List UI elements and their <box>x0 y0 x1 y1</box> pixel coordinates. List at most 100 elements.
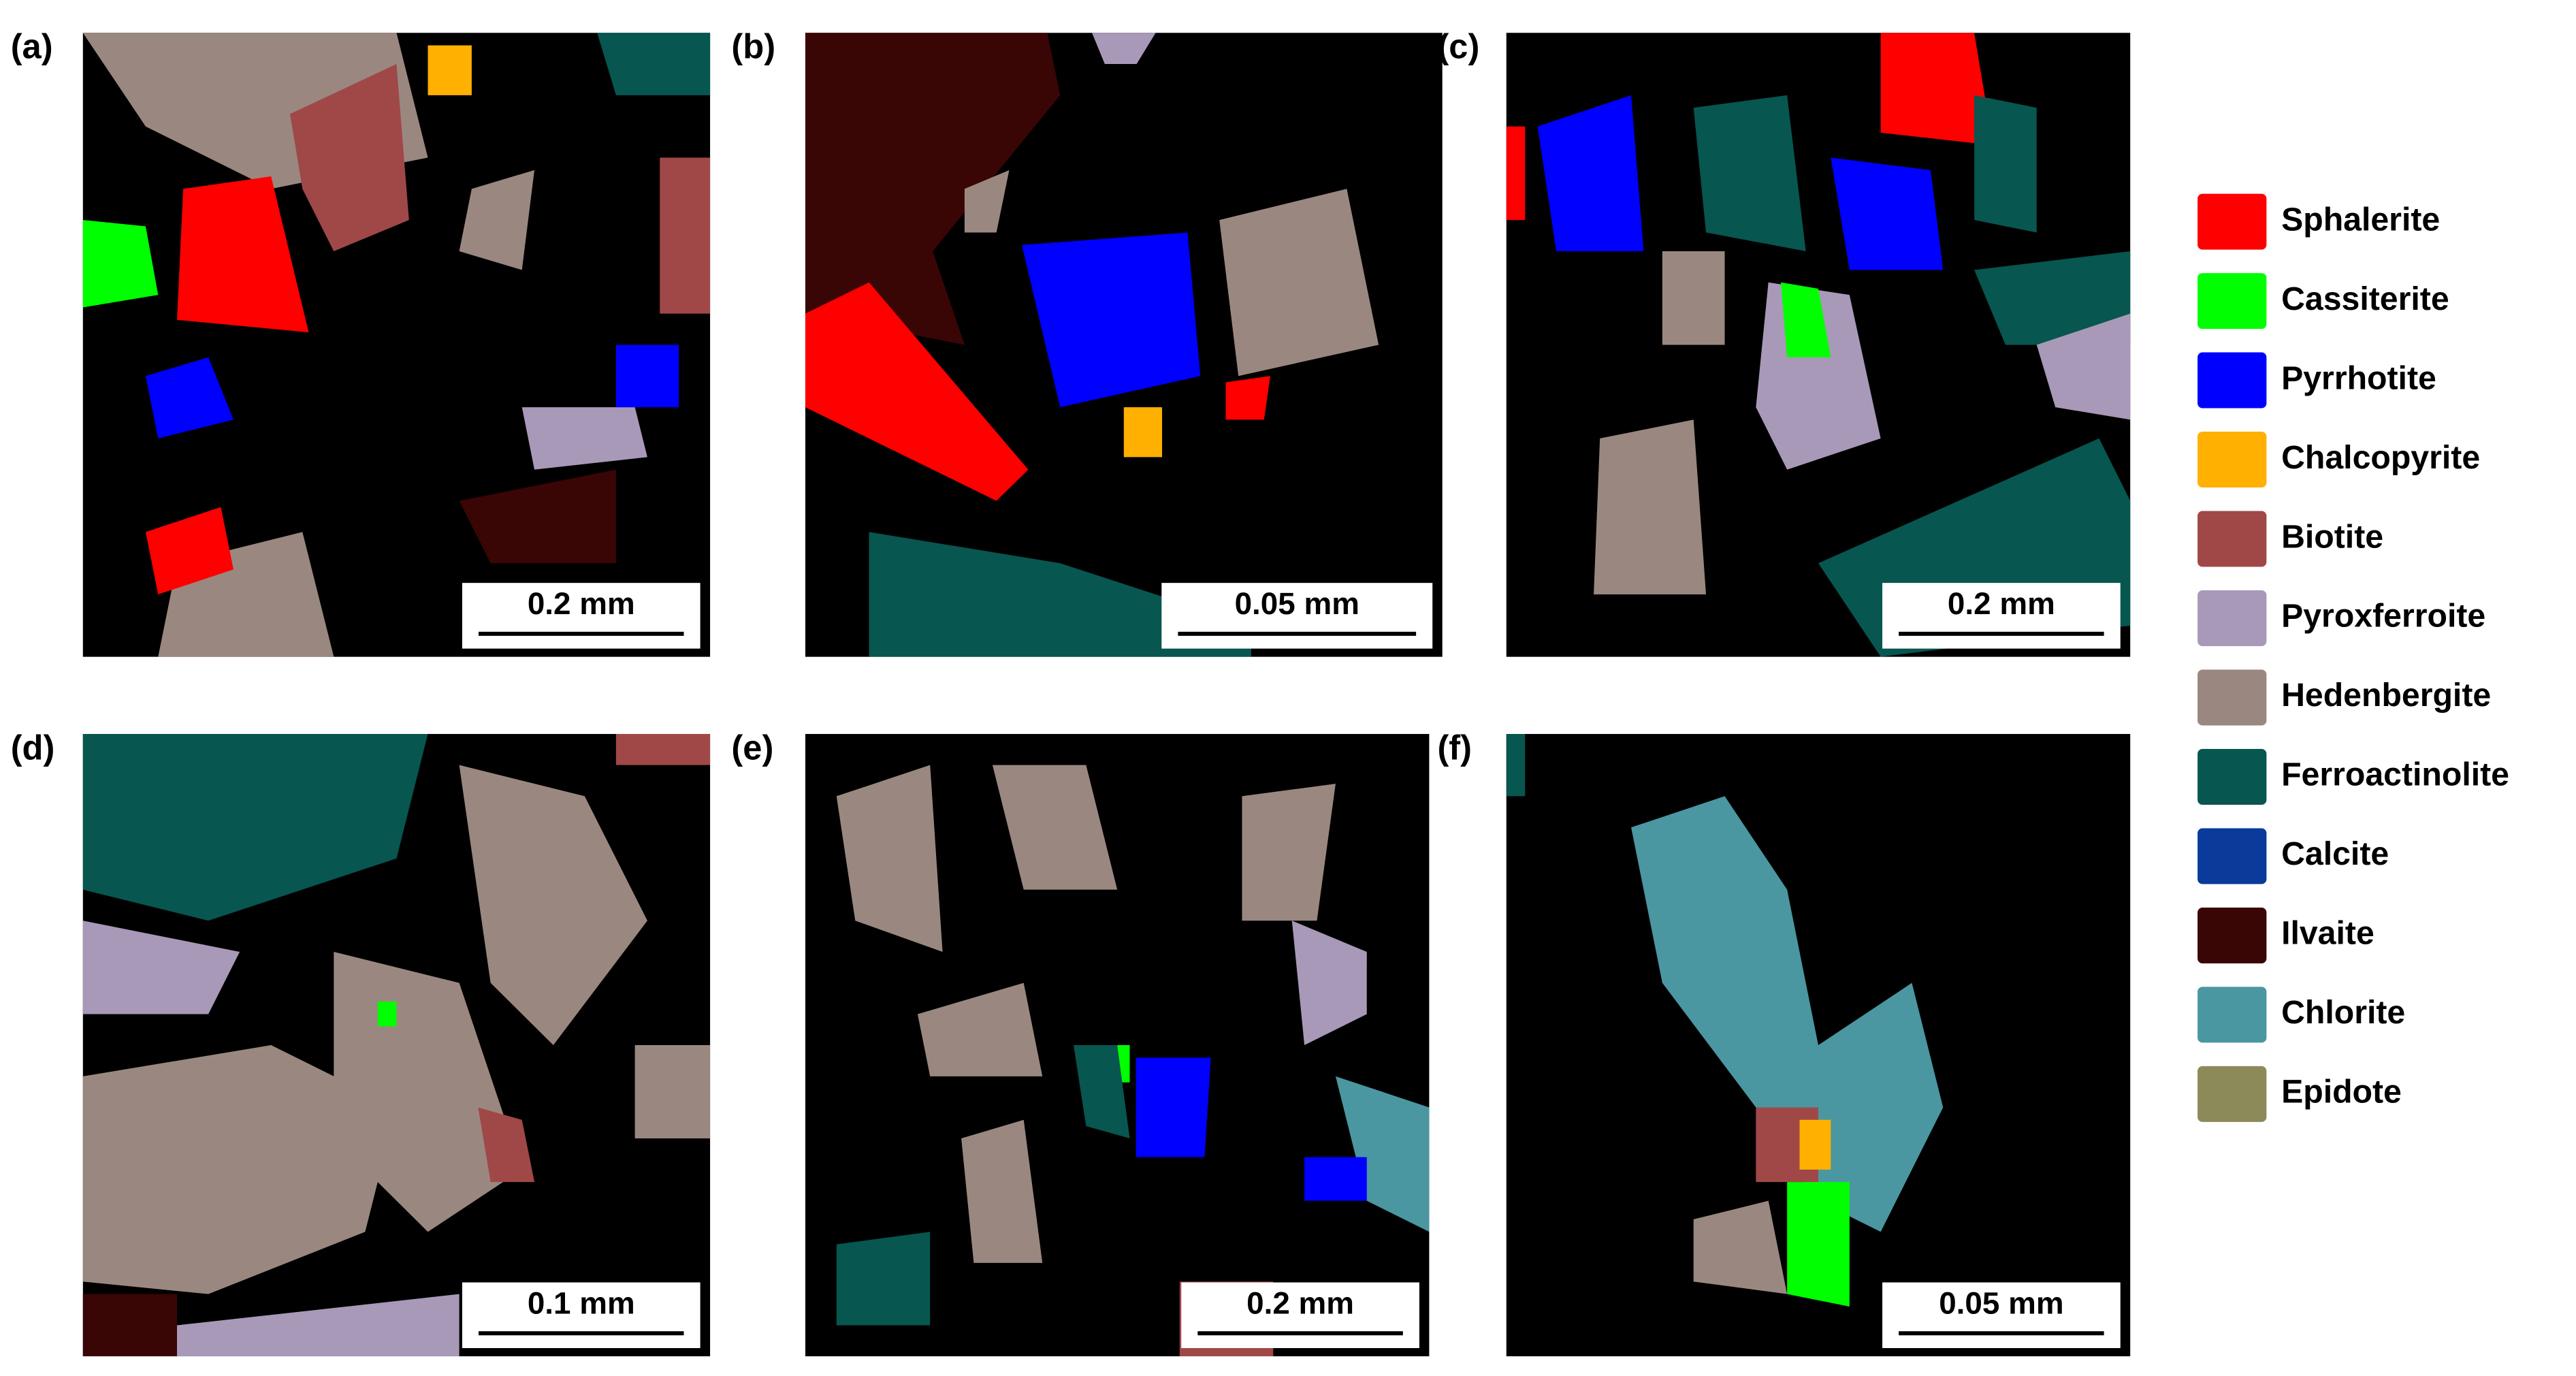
mineral-grain <box>82 734 428 921</box>
mineral-grain <box>1304 1157 1367 1201</box>
mineral-grain <box>1092 33 1156 65</box>
legend-swatch <box>2197 273 2267 330</box>
mineral-grain <box>1662 251 1725 345</box>
panel-label: (c) <box>1437 27 1479 66</box>
scale-bar-label: 0.2 mm <box>1948 586 2055 621</box>
scale-bar-label: 0.2 mm <box>528 586 635 621</box>
mineral-grain <box>478 1107 535 1183</box>
mineral-grain <box>1799 1119 1831 1170</box>
mineral-grain <box>1136 1057 1211 1157</box>
panel-label: (a) <box>11 27 53 66</box>
mineral-grain <box>1537 95 1644 251</box>
legend-swatch <box>2197 987 2267 1043</box>
panel-label: (d) <box>11 729 55 767</box>
mineral-grain <box>459 170 535 270</box>
scale-bar-box <box>1161 583 1433 649</box>
legend-label: Pyrrhotite <box>2281 359 2436 396</box>
mineral-grain <box>660 157 711 314</box>
mineral-grain <box>428 45 472 95</box>
mineral-grain <box>615 734 711 765</box>
scale-bar-box <box>462 1282 701 1349</box>
legend-label: Sphalerite <box>2281 201 2440 238</box>
mineral-grain <box>82 1045 397 1294</box>
micrograph-panel: 0.05 mm <box>805 33 1443 657</box>
legend-label: Hedenbergite <box>2281 677 2491 714</box>
mineral-grain <box>964 170 1010 233</box>
scale-bar-box <box>1882 1282 2121 1349</box>
mineral-grain <box>992 765 1118 890</box>
mineral-grain <box>1831 157 1944 270</box>
mineral-grain <box>1219 189 1379 377</box>
legend-label: Pyroxferroite <box>2281 598 2485 635</box>
mineral-grain <box>805 33 1061 345</box>
mineral-grain <box>177 176 309 333</box>
mineral-grain <box>1974 95 2037 233</box>
legend-swatch <box>2197 669 2267 726</box>
mineral-grain <box>145 507 234 595</box>
mineral-grain <box>1022 232 1201 408</box>
mineral-grain <box>1123 407 1163 458</box>
micrograph-panel: 0.1 mm <box>82 734 711 1357</box>
scale-bar-label: 0.2 mm <box>1246 1285 1354 1320</box>
mineral-grain <box>1225 376 1270 420</box>
mineral-grain <box>289 64 409 251</box>
mineral-grain <box>82 921 240 1014</box>
scale-bar-label: 0.05 mm <box>1939 1285 2063 1320</box>
mineral-grain <box>1787 1182 1850 1307</box>
scale-bar-box <box>462 583 701 649</box>
scale-bar-label: 0.05 mm <box>1235 586 1359 621</box>
mineral-grain <box>1693 95 1806 251</box>
mineral-grain <box>2036 313 2131 420</box>
legend-label: Calcite <box>2281 835 2389 872</box>
panel-label: (b) <box>731 27 775 66</box>
mineral-grain <box>634 1045 711 1139</box>
mineral-grain <box>82 1294 178 1357</box>
mineral-grain <box>377 1002 397 1027</box>
legend-swatch <box>2197 748 2267 805</box>
mineral-grain <box>145 357 234 438</box>
legend-swatch <box>2197 432 2267 488</box>
scale-bar-box <box>1882 583 2121 649</box>
mineral-grain <box>1506 734 1526 797</box>
micrograph-panel: 0.2 mm <box>82 33 711 657</box>
legend-swatch <box>2197 590 2267 647</box>
mineral-grain <box>145 1294 460 1357</box>
mineral-grain <box>869 532 1251 657</box>
legend-swatch <box>2197 1066 2267 1122</box>
micrograph-panel: 0.05 mm <box>1506 734 2131 1357</box>
mineral-grain <box>1780 282 1831 357</box>
mineral-grain <box>1335 1076 1430 1232</box>
micrograph-panel: 0.2 mm <box>805 734 1430 1357</box>
legend-swatch <box>2197 352 2267 409</box>
micrograph-panel: 0.2 mm <box>1506 33 2131 657</box>
legend-label: Biotite <box>2281 518 2383 555</box>
mineral-grain <box>82 220 159 308</box>
mineral-grain <box>597 33 711 95</box>
scale-bar-box <box>1181 1282 1419 1349</box>
legend-label: Ferroactinolite <box>2281 756 2509 793</box>
mineral-grain <box>1242 784 1336 921</box>
mineral-grain <box>1880 33 1993 146</box>
legend-label: Chlorite <box>2281 994 2405 1031</box>
mineral-grain <box>459 765 647 1046</box>
mineral-grain <box>1974 251 2131 345</box>
legend-label: Ilvaite <box>2281 915 2374 952</box>
mineral-grain <box>836 765 943 953</box>
legend-swatch <box>2197 511 2267 567</box>
legend-label: Chalcopyrite <box>2281 439 2480 476</box>
legend-swatch <box>2197 907 2267 963</box>
mineral-grain <box>917 982 1043 1076</box>
mineral-grain <box>836 1232 931 1326</box>
mineral-grain <box>1594 419 1707 595</box>
legend-label: Epidote <box>2281 1074 2402 1110</box>
mineral-grain <box>805 282 1029 501</box>
panel-label: (e) <box>731 729 773 767</box>
mineral-grain <box>459 469 616 564</box>
mineral-grain <box>1631 796 1944 1232</box>
legend-swatch <box>2197 828 2267 884</box>
legend-swatch <box>2197 193 2267 250</box>
legend-label: Cassiterite <box>2281 281 2449 317</box>
mineral-grain <box>615 345 679 408</box>
panel-label: (f) <box>1437 729 1472 767</box>
